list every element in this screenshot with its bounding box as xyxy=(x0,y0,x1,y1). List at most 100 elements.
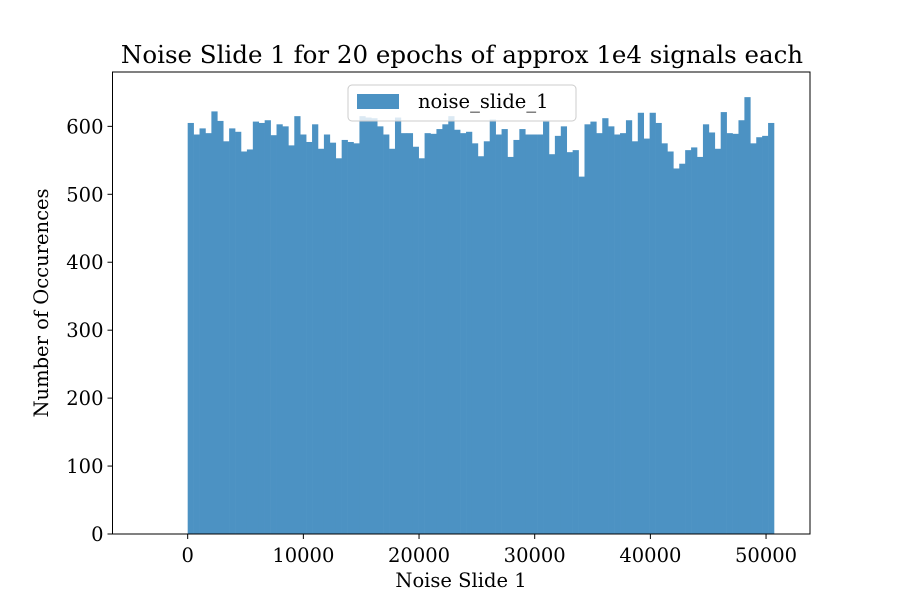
x-tick-label: 20000 xyxy=(388,544,450,567)
histogram-bar xyxy=(673,168,680,534)
histogram-bar xyxy=(418,158,425,535)
histogram-bar xyxy=(661,143,668,534)
histogram-bar xyxy=(489,119,496,534)
histogram-bar xyxy=(655,122,662,535)
histogram-bar xyxy=(306,141,313,534)
histogram-bar xyxy=(525,134,532,534)
histogram-bar xyxy=(744,97,751,534)
y-tick-label: 400 xyxy=(66,251,103,274)
histogram-bar xyxy=(205,133,212,534)
histogram-bar xyxy=(288,145,295,534)
histogram-bar xyxy=(436,129,443,534)
histogram-bar xyxy=(341,139,348,535)
histogram-bar xyxy=(466,131,473,534)
histogram-bar xyxy=(246,149,254,534)
histogram-bar xyxy=(560,126,568,535)
histogram-bar xyxy=(578,176,585,535)
histogram-bar xyxy=(454,129,461,534)
histogram-bar xyxy=(625,120,633,535)
y-tick-label: 500 xyxy=(66,183,103,206)
histogram-bar xyxy=(543,121,550,535)
histogram-bar xyxy=(394,117,402,534)
histogram-bar xyxy=(240,151,248,534)
x-axis-ticks: 0 10000 20000 30000 40000 50000 xyxy=(181,534,797,567)
histogram-bar xyxy=(614,134,621,534)
histogram-bar xyxy=(620,133,627,534)
histogram-bar xyxy=(217,120,224,534)
histogram-bar xyxy=(631,141,639,535)
histogram-bar xyxy=(252,121,260,535)
histogram-bar xyxy=(389,148,396,534)
histogram-bar xyxy=(424,133,431,534)
histogram-bar xyxy=(448,116,455,534)
histogram-bar xyxy=(430,133,437,534)
histogram-bar xyxy=(643,138,650,535)
histogram-bar xyxy=(720,112,727,534)
histogram-bar xyxy=(667,151,674,534)
histogram-bar xyxy=(347,141,354,534)
histogram-bar xyxy=(738,120,745,535)
histogram-bar xyxy=(548,154,556,535)
histogram-bar xyxy=(187,122,194,535)
legend-label: noise_slide_1 xyxy=(418,90,549,113)
legend: noise_slide_1 xyxy=(347,84,577,122)
histogram-bar xyxy=(276,124,283,535)
histogram-bar xyxy=(264,120,271,535)
histogram-bar xyxy=(584,124,591,535)
x-tick-label: 40000 xyxy=(619,544,681,567)
histogram-bar xyxy=(679,163,686,534)
histogram-bar xyxy=(471,143,479,534)
histogram-bar xyxy=(329,142,337,535)
y-tick-label: 600 xyxy=(66,115,103,138)
histogram-bar xyxy=(756,137,763,535)
y-axis-label: Number of Occurences xyxy=(30,188,53,417)
histogram-bar xyxy=(199,128,206,534)
histogram-bar xyxy=(697,156,704,535)
legend-swatch xyxy=(357,94,399,109)
histogram-bar xyxy=(442,124,449,535)
histogram-bar xyxy=(750,143,757,534)
histogram-bar xyxy=(460,133,467,534)
histogram-bar xyxy=(317,148,325,534)
y-tick-label: 100 xyxy=(66,455,103,478)
x-tick-label: 10000 xyxy=(272,544,334,567)
histogram-bar xyxy=(762,135,769,535)
histogram-bar xyxy=(400,133,408,534)
histogram-bar xyxy=(282,126,289,535)
histogram-bar xyxy=(691,147,698,534)
histogram-bar xyxy=(566,152,573,534)
histogram-bar xyxy=(211,111,218,534)
legend-frame xyxy=(347,84,577,122)
histogram-bar xyxy=(235,131,242,534)
histogram-bar xyxy=(531,134,538,534)
histogram-bar xyxy=(359,116,366,534)
y-axis-ticks: 0 100 200 300 400 500 600 xyxy=(66,115,113,546)
histogram-bar xyxy=(406,133,414,534)
histogram-bar xyxy=(323,134,331,534)
y-tick-label: 200 xyxy=(66,387,103,410)
histogram-bar xyxy=(572,150,579,534)
histogram-bar xyxy=(513,139,520,535)
bars-group xyxy=(187,97,775,535)
histogram-bar xyxy=(300,134,307,534)
histogram-bar xyxy=(371,118,378,534)
x-tick-label: 30000 xyxy=(504,544,566,567)
plot-frame xyxy=(112,71,811,535)
histogram-bar xyxy=(483,141,491,535)
histogram-bar xyxy=(353,143,360,534)
histogram-bar xyxy=(637,112,645,534)
x-tick-label: 0 xyxy=(181,544,193,567)
x-axis-label: Noise Slide 1 xyxy=(395,569,526,592)
histogram-bar xyxy=(477,156,485,534)
histogram-bar xyxy=(377,126,384,535)
histogram-bar xyxy=(412,146,419,534)
x-tick-label: 50000 xyxy=(735,544,797,567)
histogram-bar xyxy=(383,134,390,534)
histogram-bar xyxy=(708,132,716,534)
histogram-bar xyxy=(193,134,200,534)
histogram-bar xyxy=(229,128,236,534)
histogram-bar xyxy=(602,118,609,534)
histogram-bar xyxy=(258,122,265,535)
histogram-bar xyxy=(335,158,342,535)
